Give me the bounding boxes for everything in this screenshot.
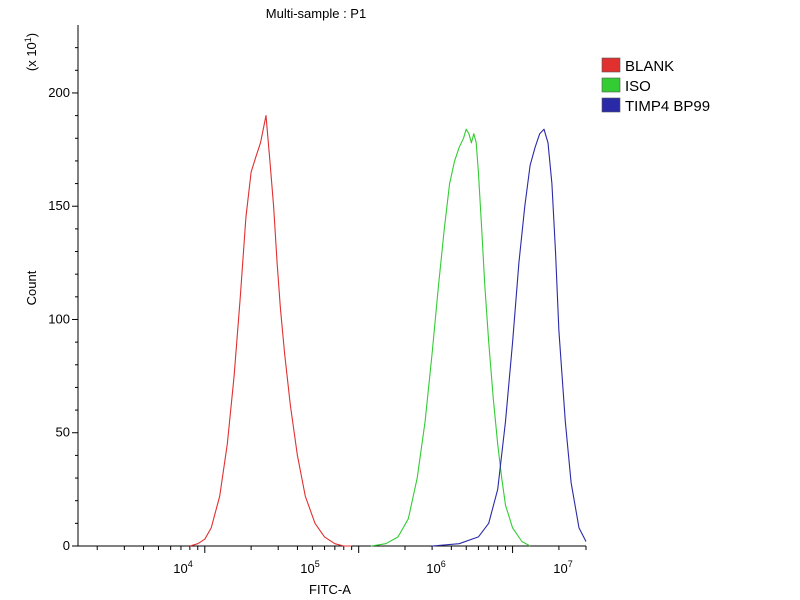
legend-swatch [601, 97, 621, 113]
y-multiplier-suffix: ) [24, 33, 39, 37]
y-tick-label: 150 [48, 198, 70, 213]
x-tick-base: 10 [300, 561, 314, 576]
series-layer [189, 115, 587, 547]
legend-label: BLANK [625, 58, 674, 75]
legend-swatch [601, 57, 621, 73]
y-tick-label: 100 [48, 311, 70, 326]
series-line [370, 128, 531, 547]
x-tick-exponent: 7 [568, 559, 573, 569]
x-tick-exponent: 5 [315, 559, 320, 569]
x-tick-base: 10 [426, 561, 440, 576]
x-axis-title: FITC-A [309, 582, 351, 597]
y-tick-label: 200 [48, 85, 70, 100]
legend-swatch [601, 77, 621, 93]
y-axis-title: Count [24, 270, 39, 305]
legend: BLANK ISO TIMP4 BP99 [601, 57, 710, 115]
x-tick-label: 106 [426, 559, 445, 576]
x-tick-base: 10 [553, 561, 567, 576]
y-multiplier-label: (x 101) [23, 33, 39, 71]
x-tick-label: 105 [300, 559, 319, 576]
series-line [432, 128, 587, 547]
y-multiplier-prefix: (x 10 [24, 42, 39, 71]
y-tick-label: 0 [63, 538, 70, 553]
x-tick-exponent: 4 [188, 559, 193, 569]
chart-title: Multi-sample : P1 [266, 6, 366, 21]
legend-label: ISO [625, 78, 651, 95]
x-tick-label: 107 [553, 559, 572, 576]
y-multiplier-exponent: 1 [23, 37, 33, 42]
series-line [189, 115, 352, 547]
x-tick-exponent: 6 [441, 559, 446, 569]
x-tick-base: 10 [173, 561, 187, 576]
legend-label: TIMP4 BP99 [625, 98, 710, 115]
y-tick-label: 50 [56, 425, 70, 440]
x-tick-label: 104 [173, 559, 192, 576]
